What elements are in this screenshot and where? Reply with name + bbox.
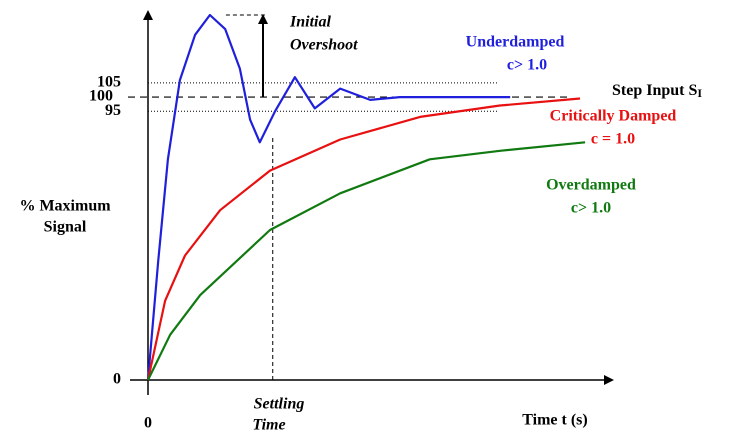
legend-label: Critically Damped [550,108,677,125]
annotation: Initial [289,14,331,31]
y-tick-label: 0 [113,371,121,388]
series-line [146,97,581,381]
series-line [146,13,511,381]
annotation: Step Input S [612,82,697,99]
legend-label: Overdamped [546,177,636,194]
legend-label: c> 1.0 [571,200,611,217]
y-axis-label: Signal [44,219,87,236]
y-tick-label: 105 [97,74,121,91]
x-axis-label: Time t (s) [522,412,587,429]
y-tick-label: 95 [105,102,121,119]
y-axis-label: % Maximum [19,198,111,215]
x-tick-label: 0 [144,415,152,432]
annotation: Step Input SI [612,82,702,100]
legend-label: c = 1.0 [591,131,635,148]
annotation: Settling [254,396,305,413]
y-tick-label: 100 [89,88,113,105]
annotation: I [697,86,702,100]
series-line [147,141,586,381]
legend-label: Underdamped [466,34,565,51]
legend-label: c> 1.0 [507,57,547,74]
annotation: Time [252,417,285,434]
annotation: Overshoot [290,37,358,54]
